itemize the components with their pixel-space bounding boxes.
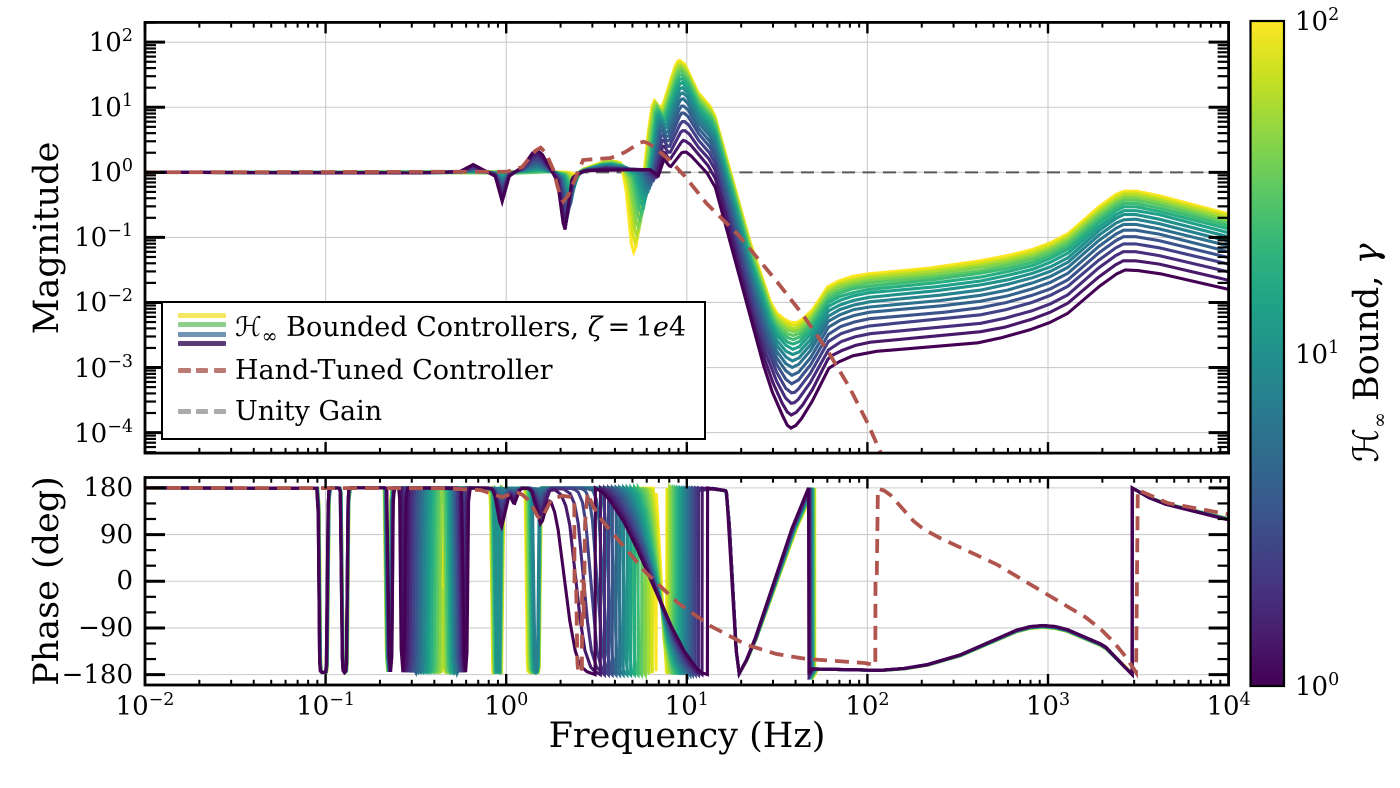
x-tick-label-1e-1: 10−1 — [296, 689, 356, 722]
controller-mag-curve-gamma-13.34 — [145, 80, 1229, 352]
mag-tick-label-1e-1: 10−1 — [74, 221, 133, 254]
legend-dash-segment — [213, 367, 226, 373]
legend-label-unity: Unity Gain — [235, 396, 383, 427]
legend: ℋ∞ Bounded Controllers, ζ = 1e4 Hand-Tun… — [161, 301, 706, 440]
exponent: 2 — [121, 26, 133, 47]
legend-red-dash-row — [178, 367, 226, 373]
legend-dashed-swatch-gray — [178, 408, 226, 415]
exponent: 1 — [697, 689, 709, 710]
exponent: −4 — [107, 416, 133, 437]
x-tick-label-1e1: 101 — [664, 689, 709, 722]
x-tick-label-1e-2: 10−2 — [115, 689, 175, 722]
mag-tick-label-1e-2: 10−2 — [74, 286, 133, 319]
phase-tick-label-180: 180 — [83, 472, 133, 503]
x-tick-label-1e3: 103 — [1025, 689, 1071, 722]
exponent: 3 — [1058, 689, 1071, 710]
exponent: −3 — [107, 351, 133, 372]
legend-dash-segment — [195, 408, 209, 414]
mag-tick-label-1e2: 102 — [88, 26, 133, 58]
phase-axis-label: Phase (deg) — [27, 476, 67, 686]
legend-stripe-2 — [178, 331, 226, 337]
exponent: 1 — [1328, 337, 1340, 358]
legend-dash-segment — [178, 408, 191, 414]
colorbar-axis-label: ℋ∞ Bound, γ — [1347, 243, 1391, 463]
legend-entry-controllers: ℋ∞ Bounded Controllers, ζ = 1e4 — [178, 311, 704, 349]
phase-curves — [145, 482, 1229, 681]
legend-dash-segment — [213, 408, 226, 414]
colorbar — [1249, 19, 1286, 688]
exponent: 4 — [1239, 689, 1251, 710]
frequency-axis-label: Frequency (Hz) — [548, 716, 826, 756]
legend-label-hand-tuned: Hand-Tuned Controller — [235, 355, 553, 386]
legend-entry-unity: Unity Gain — [178, 393, 704, 431]
legend-dash-segment — [178, 367, 191, 373]
controller-mag-curve-gamma-2.37 — [145, 120, 1229, 395]
legend-gray-dash-row — [178, 408, 226, 414]
controller-mag-curve-gamma-1.78 — [145, 129, 1229, 405]
colorbar-tick-label-1e0: 100 — [1295, 670, 1340, 702]
legend-entry-hand-tuned: Hand-Tuned Controller — [178, 352, 704, 390]
mag-tick-label-1e0: 100 — [88, 156, 133, 189]
x-tick-label-1e2: 102 — [845, 689, 890, 722]
mag-tick-label-1e-3: 10−3 — [74, 351, 133, 384]
exponent: −1 — [107, 221, 133, 242]
exponent: 0 — [121, 156, 133, 177]
exponent: −1 — [329, 689, 356, 710]
legend-stripe-3 — [178, 341, 226, 347]
phase-tick-label-0: 0 — [116, 566, 133, 597]
mag-tick-label-1e-4: 10−4 — [74, 416, 133, 449]
hand-tuned-phase-curve — [145, 486, 1229, 679]
legend-multiline-swatch — [178, 312, 226, 347]
x-tick-label-1e4: 104 — [1206, 689, 1251, 722]
controller-mag-curve-gamma-1.33 — [145, 138, 1229, 417]
controller-mag-curve-gamma-3.16 — [145, 111, 1229, 386]
phase-axes-frame — [143, 476, 1230, 687]
legend-dashed-swatch-red — [178, 367, 226, 374]
exponent: 0 — [517, 689, 529, 710]
colorbar-tick-label-1e1: 101 — [1295, 337, 1340, 370]
x-tick-label-1e0: 100 — [484, 689, 529, 722]
magnitude-axis-label: Magnitude — [27, 141, 67, 335]
phase-tick-label--180: −180 — [61, 659, 133, 690]
exponent: −2 — [148, 689, 175, 710]
exponent: 2 — [1328, 5, 1340, 26]
phase-tick-label-90: 90 — [99, 519, 133, 550]
mag-tick-label-1e1: 101 — [88, 91, 133, 124]
legend-dash-segment — [195, 367, 209, 373]
phase-tick-label--90: −90 — [78, 612, 133, 643]
colorbar-tick-label-1e2: 102 — [1295, 5, 1340, 37]
magnitude-curves — [145, 58, 1229, 454]
exponent: 1 — [121, 91, 133, 112]
controller-phase-curve-gamma-1 — [145, 485, 1229, 679]
magnitude-axes-frame — [143, 20, 1230, 455]
legend-stripe-0 — [178, 312, 226, 318]
hand-tuned-mag-curve — [145, 139, 883, 454]
exponent: 0 — [1328, 670, 1340, 691]
legend-stripe-1 — [178, 322, 226, 328]
exponent: −2 — [107, 286, 133, 307]
controller-mag-curve-gamma-4.22 — [145, 104, 1229, 378]
exponent: 2 — [878, 689, 890, 710]
legend-label-controllers: ℋ∞ Bounded Controllers, ζ = 1e4 — [235, 311, 686, 348]
